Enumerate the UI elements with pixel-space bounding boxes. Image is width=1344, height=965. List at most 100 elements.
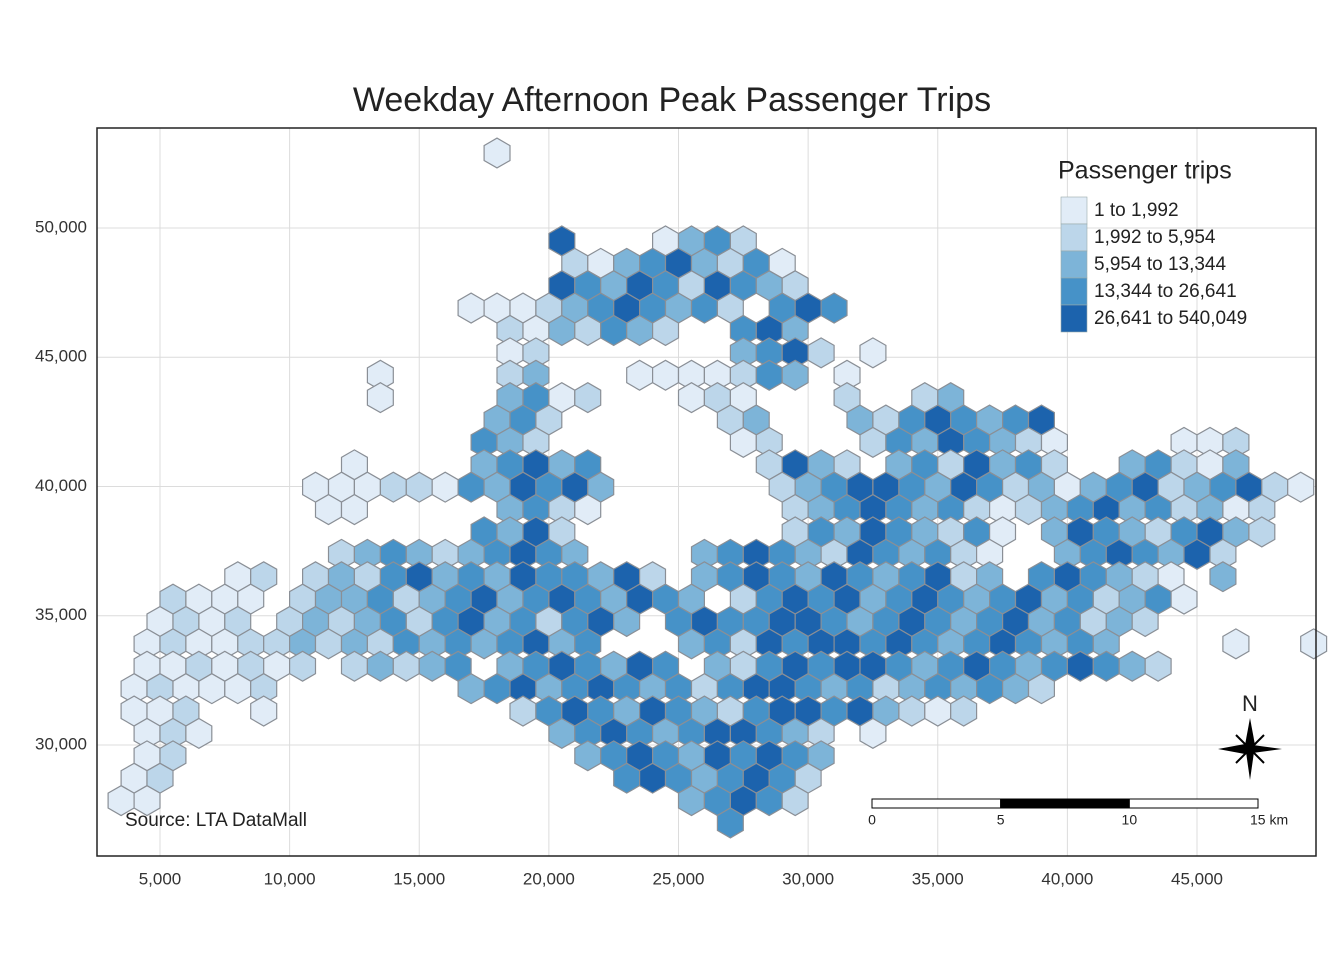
hex-cell [781,314,809,347]
hex-cell [405,471,433,503]
x-tick-label: 10,000 [264,869,316,888]
hex-cell [950,695,978,727]
scale-label: 5 [997,812,1005,828]
hex-cell [509,695,537,727]
legend-label: 5,954 to 13,344 [1094,254,1226,275]
hex-cell [781,785,809,817]
hex-cell [185,717,213,749]
y-tick-label: 35,000 [35,605,87,624]
panel-border [96,127,1317,857]
hex-cell [898,695,926,727]
hex-cell [418,650,446,682]
hex-cell [613,605,641,638]
hex-cell [457,292,485,324]
hex-cell [522,337,550,369]
legend-swatch [1060,196,1088,225]
hex-cell [250,673,278,705]
source-note: Source: LTA DataMall [125,810,307,831]
hex-cell [716,807,744,839]
hex-cell [1092,628,1120,660]
hex-cell [1248,516,1276,548]
y-tick-label: 30,000 [35,734,87,753]
hex-cell [924,695,952,727]
legend-swatch [1060,304,1088,333]
hex-cell [859,337,887,369]
scale-label: 10 [1122,812,1138,828]
hex-cell [289,650,317,682]
hex-cell [431,471,459,503]
y-tick-label: 50,000 [35,217,87,236]
hex-cell [1118,650,1146,682]
x-tick-label: 45,000 [1171,869,1223,888]
legend-swatch [1060,277,1088,306]
x-tick-label: 25,000 [653,869,705,888]
map-title: Weekday Afternoon Peak Passenger Trips [353,81,991,119]
scale-segment [871,798,1002,809]
scale-label: 15 km [1250,812,1288,828]
hex-cell [1300,628,1328,660]
hex-cell [975,538,1004,570]
scale-segment [1128,798,1259,809]
hex-cell [1248,493,1276,526]
hex-cell [1131,605,1159,638]
hex-cell [859,717,887,749]
hex-cell [366,650,394,682]
legend-label: 26,641 to 540,049 [1094,308,1247,329]
hex-cell [1040,426,1069,458]
hex-cell [626,359,654,391]
x-tick-label: 35,000 [912,869,964,888]
hex-cell [340,493,368,526]
hex-cell [379,471,407,503]
hex-cell [755,359,783,391]
legend-swatch [1060,250,1088,279]
hex-cell [1209,538,1237,570]
hex-cell [392,650,420,682]
hex-cell [133,785,161,817]
hex-cell [1144,650,1172,682]
hex-cell [755,426,783,458]
hex-cell [574,493,602,526]
hex-cell [1209,561,1237,593]
scale-label: 0 [868,812,876,828]
hex-cell [1170,583,1198,615]
x-tick-label: 40,000 [1041,869,1093,888]
legend-label: 13,344 to 26,641 [1094,281,1237,302]
hex-cell [651,359,680,391]
y-tick-label: 45,000 [35,347,87,366]
hex-cell [651,314,680,347]
hex-cell [1287,471,1315,503]
hex-cell [677,382,706,414]
x-tick-label: 15,000 [393,869,445,888]
hex-cell [1092,650,1120,682]
hex-cell [1027,673,1056,705]
hex-cell [366,382,394,414]
legend-title: Passenger trips [1058,157,1232,185]
hex-cell [250,695,278,727]
hex-cell [574,628,602,660]
x-tick-label: 5,000 [139,869,182,888]
x-tick-label: 30,000 [782,869,834,888]
y-tick-label: 40,000 [35,476,87,495]
hex-cell [1222,628,1250,660]
hex-cell [366,359,394,391]
hex-cell [807,717,835,749]
legend-label: 1,992 to 5,954 [1094,227,1216,248]
hex-cell [1222,426,1250,458]
legend-swatch [1060,223,1088,252]
hex-cell [1066,650,1094,682]
legend-label: 1 to 1,992 [1094,200,1179,221]
hex-cell [561,538,589,570]
hex-cell [781,359,809,391]
hex-cell [833,359,861,391]
hex-cell [820,292,848,324]
scale-segment [1000,798,1130,809]
hex-cell [522,359,550,391]
hex-cell [574,382,602,414]
hex-cell [807,337,835,369]
north-arrow [1218,718,1282,780]
x-tick-label: 20,000 [523,869,575,888]
hex-cell [483,137,511,169]
hex-cell [340,650,368,682]
north-label: N [1242,691,1258,716]
